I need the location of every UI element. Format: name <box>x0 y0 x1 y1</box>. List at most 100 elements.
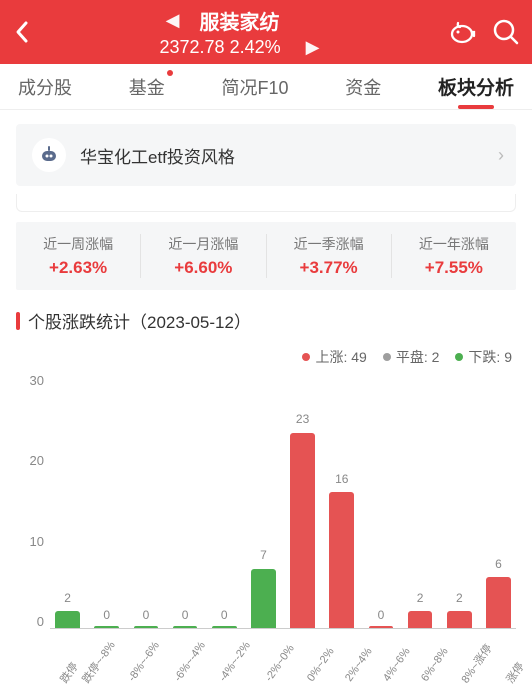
bar-rect <box>369 626 394 628</box>
y-tick: 10 <box>30 534 44 549</box>
x-tick: 0%~2% <box>305 646 340 686</box>
prev-stock-button[interactable]: ◀ <box>166 10 180 31</box>
bar-rect <box>408 611 433 628</box>
bar-value-label: 0 <box>378 608 385 622</box>
legend-item: 下跌: 9 <box>455 347 512 367</box>
chart-legend: 上涨: 49 平盘: 2 下跌: 9 <box>0 343 532 373</box>
bar-rect <box>94 626 119 628</box>
card-text: 华宝化工etf投资风格 <box>80 143 235 168</box>
bar: 0 <box>89 373 124 628</box>
tab-成分股[interactable]: 成分股 <box>14 64 76 109</box>
bar-rect <box>212 626 237 628</box>
metric: 近一月涨幅 +6.60% <box>141 234 266 278</box>
ghost-divider <box>16 194 516 212</box>
next-stock-button[interactable]: ▶ <box>306 37 320 57</box>
bar: 0 <box>168 373 203 628</box>
search-icon[interactable] <box>492 18 520 46</box>
y-axis: 30 20 10 0 <box>16 373 44 629</box>
bar-rect <box>251 569 276 629</box>
chart-plot: 2 0 0 0 0 7 23 16 0 2 2 6 <box>50 373 516 629</box>
header-actions <box>447 17 520 47</box>
header-title: 服装家纺 <box>200 6 280 35</box>
header-price: 2372.78 <box>160 37 225 57</box>
bar: 2 <box>403 373 438 628</box>
x-tick: -8%~-6% <box>126 640 165 686</box>
bar: 0 <box>363 373 398 628</box>
bar-value-label: 0 <box>221 608 228 622</box>
x-tick: 跌停~-8% <box>78 638 119 686</box>
metric: 近一年涨幅 +7.55% <box>392 234 516 278</box>
bar: 0 <box>207 373 242 628</box>
header-subtitle: 2372.78 2.42% ▶ <box>160 37 320 58</box>
robot-icon <box>32 138 66 172</box>
back-button[interactable] <box>12 17 32 47</box>
bar-value-label: 16 <box>335 472 348 486</box>
tab-基金[interactable]: 基金 <box>125 64 169 109</box>
metric: 近一周涨幅 +2.63% <box>16 234 141 278</box>
legend-item: 上涨: 49 <box>302 347 366 367</box>
bar: 6 <box>481 373 516 628</box>
bar-value-label: 0 <box>103 608 110 622</box>
header: ◀ 服装家纺 ▶ 2372.78 2.42% ▶ <box>0 0 532 64</box>
bar-rect <box>55 611 80 628</box>
bar-value-label: 2 <box>64 591 71 605</box>
x-tick: 跌停 <box>56 659 82 686</box>
metric-value: +6.60% <box>141 258 265 278</box>
info-card[interactable]: 华宝化工etf投资风格 › <box>16 124 516 186</box>
x-tick: 8%~涨停 <box>457 641 496 686</box>
chart: 3020100 20000723160226 跌停跌停~-8%-8%~-6%-6… <box>0 373 532 673</box>
legend-label: 上涨: 49 <box>315 347 366 367</box>
legend-dot <box>302 353 310 361</box>
legend-dot <box>455 353 463 361</box>
x-tick: -6%~-4% <box>172 640 211 686</box>
bar: 2 <box>50 373 85 628</box>
section-title: 个股涨跌统计（2023-05-12） <box>16 308 516 333</box>
x-tick: 6%~8% <box>419 646 454 686</box>
y-tick: 0 <box>37 614 44 629</box>
metric-label: 近一周涨幅 <box>16 234 140 254</box>
metric: 近一季涨幅 +3.77% <box>267 234 392 278</box>
bar-rect <box>329 492 354 628</box>
legend-dot <box>383 353 391 361</box>
tab-简况F10[interactable]: 简况F10 <box>217 64 292 109</box>
metric-label: 近一年涨幅 <box>392 234 516 254</box>
bar: 23 <box>285 373 320 628</box>
bar-value-label: 23 <box>296 412 309 426</box>
bar: 2 <box>442 373 477 628</box>
x-tick: -4%~-2% <box>217 640 256 686</box>
header-center: ◀ 服装家纺 ▶ 2372.78 2.42% ▶ <box>42 6 437 58</box>
bar-value-label: 7 <box>260 548 267 562</box>
x-tick: 2%~4% <box>343 646 378 686</box>
tab-板块分析[interactable]: 板块分析 <box>434 64 518 109</box>
bar: 0 <box>128 373 163 628</box>
bar-value-label: 6 <box>495 557 502 571</box>
metrics-row: 近一周涨幅 +2.63%近一月涨幅 +6.60%近一季涨幅 +3.77%近一年涨幅 +7… <box>16 222 516 290</box>
bar-value-label: 2 <box>456 591 463 605</box>
metric-value: +7.55% <box>392 258 516 278</box>
bar: 16 <box>324 373 359 628</box>
metric-value: +3.77% <box>267 258 391 278</box>
x-tick: -2%~0% <box>263 643 300 686</box>
header-change: 2.42% <box>230 37 281 57</box>
bar-rect <box>134 626 159 628</box>
metric-value: +2.63% <box>16 258 140 278</box>
tab-资金[interactable]: 资金 <box>341 64 385 109</box>
piggy-icon[interactable] <box>447 17 477 47</box>
y-tick: 20 <box>30 453 44 468</box>
bar-value-label: 0 <box>143 608 150 622</box>
x-tick: 4%~6% <box>381 646 416 686</box>
bar-value-label: 2 <box>417 591 424 605</box>
legend-item: 平盘: 2 <box>383 347 440 367</box>
x-axis: 跌停跌停~-8%-8%~-6%-6%~-4%-4%~-2%-2%~0%0%~2%… <box>50 657 516 673</box>
metric-label: 近一月涨幅 <box>141 234 265 254</box>
bar-rect <box>173 626 198 628</box>
tabs: 成分股 基金 简况F10 资金 板块分析 <box>0 64 532 110</box>
notification-dot <box>167 70 173 76</box>
chevron-right-icon: › <box>498 145 504 166</box>
legend-label: 平盘: 2 <box>396 347 440 367</box>
chevron-left-icon <box>12 17 32 47</box>
y-tick: 30 <box>30 373 44 388</box>
x-tick: 涨停 <box>502 659 528 686</box>
metric-label: 近一季涨幅 <box>267 234 391 254</box>
legend-label: 下跌: 9 <box>468 347 512 367</box>
